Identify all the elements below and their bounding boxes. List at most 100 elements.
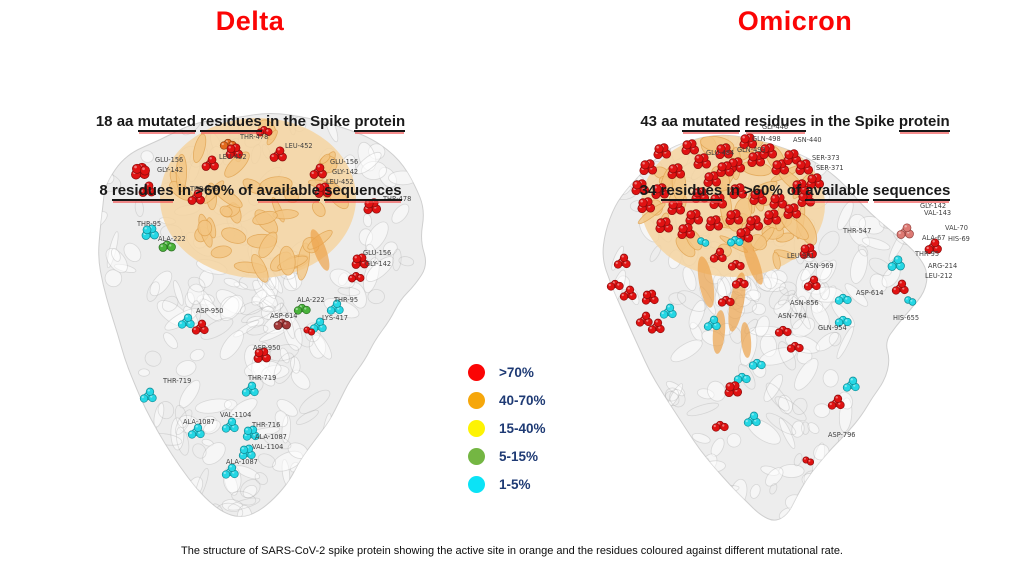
residue-label: ALA-1087 <box>226 458 258 466</box>
residue-cluster <box>729 183 748 200</box>
underlined-word: protein <box>898 113 950 132</box>
underlined-word: available <box>256 182 320 201</box>
residue-cluster <box>637 197 656 214</box>
stat-text: in the Spike <box>806 113 899 130</box>
residue-cluster <box>653 143 672 160</box>
residue-cluster <box>724 381 743 398</box>
residue-cluster <box>709 193 728 210</box>
underlined-word: residues <box>111 182 174 201</box>
residue-cluster <box>158 240 176 252</box>
residue-label: GLY-142 <box>157 166 183 174</box>
legend-item: 40-70% <box>468 386 546 414</box>
residue-label: LEU-212 <box>925 272 953 280</box>
residue-label: SER-371 <box>816 164 844 172</box>
residue-cluster <box>727 236 744 247</box>
residue-cluster <box>747 151 766 168</box>
residue-label: GLY-446 <box>762 123 788 131</box>
residue-cluster <box>717 295 735 307</box>
residue-label: GLU-484 <box>706 149 734 157</box>
residue-label: VAL-70 <box>945 224 968 232</box>
legend-item: 5-15% <box>468 442 546 470</box>
residue-cluster <box>802 456 815 466</box>
residue-label: ALA-222 <box>158 235 186 243</box>
omicron-residue-spheres <box>606 133 942 466</box>
residue-cluster <box>241 381 259 397</box>
residue-cluster <box>651 183 670 200</box>
residue-label: GLY-142 <box>365 260 391 268</box>
residue-label: VAL-1104 <box>252 443 283 451</box>
residue-cluster <box>641 289 659 305</box>
residue-label: ASP-796 <box>828 431 856 439</box>
residue-label: ALA-67 <box>922 234 945 242</box>
omicron-stat-line-2: 34 residues in >60% of available sequenc… <box>585 179 1005 202</box>
residue-cluster <box>731 277 749 289</box>
residue-cluster <box>834 315 852 327</box>
residue-cluster <box>131 162 150 180</box>
underlined-word: mutated <box>682 113 741 132</box>
stat-text: 18 aa <box>95 113 138 130</box>
residue-cluster <box>187 423 205 439</box>
underlined-word: mutated <box>137 113 196 132</box>
stat-text: 34 <box>639 182 661 199</box>
underlined-word: residues <box>744 113 807 132</box>
residue-cluster <box>635 311 653 327</box>
legend-label: 40-70% <box>499 392 546 408</box>
residue-cluster <box>253 347 271 363</box>
residue-cluster <box>363 198 382 215</box>
residue-label: ARG-214 <box>928 262 957 270</box>
legend-color-dot <box>468 475 485 493</box>
residue-label: VAL-143 <box>924 209 951 217</box>
residue-cluster <box>769 193 788 210</box>
residue-cluster <box>791 179 810 196</box>
residue-cluster <box>743 411 761 427</box>
residue-cluster <box>138 181 156 197</box>
residue-label: ALA-1087 <box>255 433 287 441</box>
omicron-stat-line-1: 43 aa mutated residues in the Spike prot… <box>585 110 1005 133</box>
residue-cluster <box>727 259 745 271</box>
residue-label: GLY-142 <box>332 168 358 176</box>
residue-label: ASP-950 <box>196 307 224 315</box>
residue-cluster <box>786 341 804 353</box>
residue-label: THR-478 <box>239 133 268 141</box>
residue-label: THR-478 <box>189 185 218 193</box>
residue-cluster <box>735 227 754 244</box>
residue-label: GLU-156 <box>330 158 358 166</box>
residue-cluster <box>795 159 814 176</box>
residue-cluster <box>667 199 686 216</box>
underlined-word: sequences <box>872 182 951 201</box>
residue-cluster <box>691 187 710 204</box>
residue-cluster <box>348 272 365 283</box>
residue-cluster <box>309 163 327 179</box>
residue-label: LEU-452 <box>285 142 313 150</box>
residue-cluster <box>187 189 205 205</box>
legend-label: 5-15% <box>499 448 539 464</box>
legend-color-dot <box>468 391 485 409</box>
residue-cluster <box>783 203 802 220</box>
delta-residue-spheres <box>131 126 382 479</box>
residue-cluster <box>659 303 677 319</box>
stat-text: 8 <box>99 182 112 199</box>
residue-cluster <box>774 325 792 337</box>
stat-text <box>740 113 744 130</box>
residue-cluster <box>887 255 905 271</box>
residue-cluster <box>351 253 369 269</box>
underlined-word: sequences <box>324 182 402 201</box>
residue-cluster <box>709 247 727 263</box>
omicron-stats: 43 aa mutated residues in the Spike prot… <box>585 64 1005 248</box>
residue-label: LYS-417 <box>322 314 348 322</box>
residue-cluster <box>904 296 917 306</box>
residue-cluster <box>256 126 273 137</box>
legend-label: 1-5% <box>499 476 531 492</box>
stat-text: in the Spike <box>261 113 355 130</box>
underlined-word: protein <box>354 113 406 132</box>
residue-cluster <box>725 209 744 226</box>
residue-label: THR-95 <box>136 220 161 228</box>
residue-cluster <box>293 303 311 315</box>
residue-label: GLN-493 <box>737 146 766 154</box>
residue-label: ALA-222 <box>297 296 325 304</box>
residue-label: ALA-1087 <box>183 418 215 426</box>
residue-cluster <box>759 143 778 160</box>
